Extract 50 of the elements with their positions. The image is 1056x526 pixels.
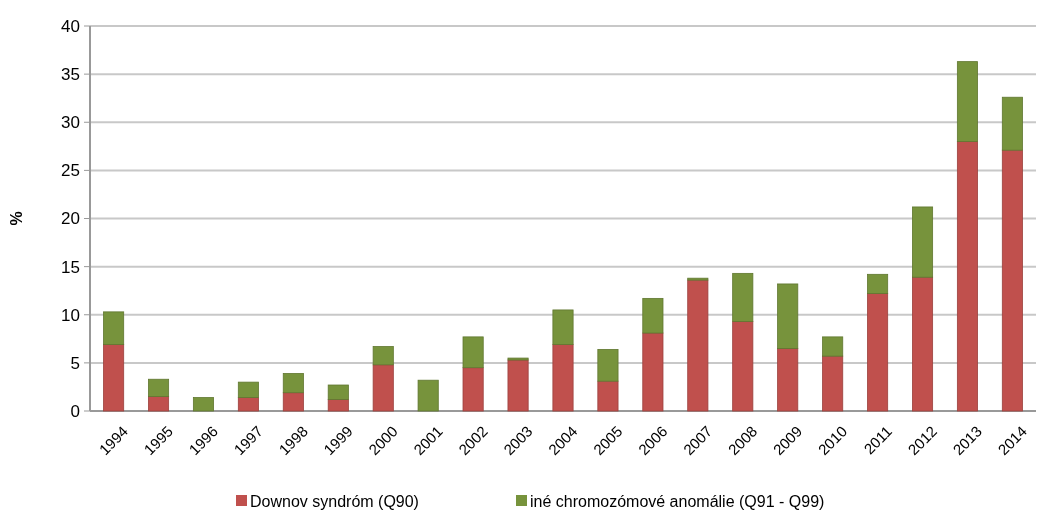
bar	[417, 379, 439, 412]
bar	[237, 397, 259, 412]
bar	[642, 297, 664, 334]
bar	[732, 321, 754, 412]
bar	[372, 364, 394, 412]
bar	[372, 346, 394, 366]
bar	[1001, 149, 1023, 412]
bar	[103, 311, 125, 345]
bar	[1001, 96, 1023, 151]
bar	[597, 380, 619, 412]
y-tick-label: 5	[70, 353, 80, 373]
y-tick-label: 15	[61, 257, 80, 277]
y-tick-label: 30	[61, 113, 80, 133]
y-tick-label: 40	[61, 16, 80, 36]
bar	[597, 349, 619, 382]
legend-label: iné chromozómové anomálie (Q91 - Q99)	[530, 492, 825, 510]
y-tick-label: 10	[61, 305, 80, 325]
bar	[103, 344, 125, 412]
bar	[642, 332, 664, 412]
bar	[462, 336, 484, 369]
bar	[956, 141, 978, 412]
bar	[912, 276, 934, 412]
y-tick-label: 35	[61, 65, 80, 85]
bar	[507, 359, 529, 412]
y-tick-label: 20	[61, 209, 80, 229]
y-axis-title: %	[8, 211, 25, 226]
bar	[237, 381, 259, 398]
bar	[732, 272, 754, 322]
bar	[327, 399, 349, 412]
legend-label: Downov syndróm (Q90)	[250, 492, 419, 510]
bar	[552, 309, 574, 345]
bar	[148, 396, 170, 412]
bar	[956, 61, 978, 142]
y-tick-label: 25	[61, 161, 80, 181]
bar	[148, 378, 170, 397]
bar	[777, 283, 799, 349]
bar	[822, 355, 844, 412]
y-tick-label: 0	[70, 401, 80, 421]
bar	[462, 367, 484, 412]
bar	[822, 336, 844, 357]
bar	[327, 384, 349, 400]
bar	[687, 279, 709, 412]
bar	[192, 397, 214, 412]
bar	[282, 392, 304, 412]
bar	[867, 293, 889, 412]
bar	[867, 273, 889, 294]
bar	[552, 344, 574, 412]
bar	[912, 206, 934, 278]
bar	[777, 348, 799, 412]
bar	[282, 373, 304, 394]
